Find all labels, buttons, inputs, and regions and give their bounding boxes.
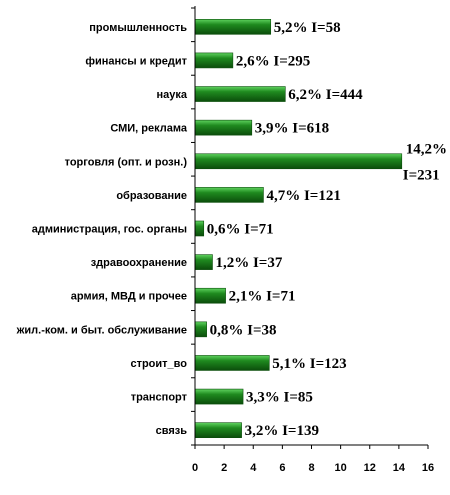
- category-label: транспорт: [131, 392, 188, 404]
- bar: [194, 52, 234, 69]
- bar: [194, 187, 264, 203]
- x-tick-label: 6: [279, 462, 285, 474]
- data-label: 3,2% I=139: [245, 423, 319, 439]
- x-tick-label: 4: [250, 462, 257, 474]
- bar: [194, 254, 213, 270]
- data-label: 3,3% I=85: [246, 390, 313, 406]
- category-label: образование: [116, 190, 187, 202]
- bar: [194, 388, 244, 405]
- bar: [194, 355, 270, 371]
- bar: [194, 220, 205, 237]
- category-label: финансы и кредит: [85, 55, 187, 67]
- data-labels: 5,2% I=58 2,6% I=295 6,2% I=444 3,9% I=618 1…: [207, 20, 447, 439]
- category-label: торговля (опт. и розн.): [65, 156, 188, 168]
- x-tick-label: 12: [364, 462, 376, 474]
- category-label: СМИ, реклама: [110, 123, 188, 135]
- data-label: 3,9% I=618: [255, 121, 329, 137]
- bar: [194, 321, 207, 338]
- data-label: I=231: [403, 167, 440, 183]
- category-label: армия, МВД и прочее: [71, 291, 187, 303]
- bar: [194, 19, 272, 35]
- x-tick-label: 0: [192, 462, 198, 474]
- category-label: наука: [156, 89, 187, 101]
- x-tick-label: 10: [335, 462, 347, 474]
- category-label: администрация, гос. органы: [32, 224, 187, 236]
- data-label: 2,1% I=71: [229, 289, 296, 305]
- category-label: промышленность: [89, 22, 187, 34]
- data-label: 1,2% I=37: [215, 255, 282, 271]
- x-tick-label: 14: [393, 462, 406, 474]
- data-label: 6,2% I=444: [288, 87, 363, 103]
- data-label: 0,8% I=38: [210, 322, 277, 338]
- data-label: 4,7% I=121: [266, 188, 340, 204]
- data-label: 2,6% I=295: [236, 53, 310, 69]
- data-label: 5,1% I=123: [272, 356, 346, 372]
- bar: [194, 287, 226, 304]
- category-label: жил.-ком. и быт. обслуживание: [16, 324, 187, 336]
- x-tick-label: 16: [422, 462, 434, 474]
- category-label: строит_во: [130, 358, 187, 370]
- bar: [194, 119, 253, 136]
- x-tick-label: 2: [221, 462, 227, 474]
- bar: [194, 422, 242, 438]
- category-labels: промышленность финансы и кредит наука СМИ, …: [16, 22, 188, 437]
- data-label: 0,6% I=71: [207, 222, 274, 238]
- bars: [194, 19, 403, 438]
- x-tick-label: 8: [308, 462, 314, 474]
- x-axis: 0 2 4 6 8 10 12 14 16: [191, 6, 434, 474]
- data-label: 5,2% I=58: [274, 20, 341, 36]
- category-label: здравоохранение: [91, 257, 187, 269]
- bar: [194, 153, 403, 170]
- category-label: связь: [156, 425, 188, 437]
- data-label: 14,2%: [406, 141, 447, 157]
- bar: [194, 86, 286, 102]
